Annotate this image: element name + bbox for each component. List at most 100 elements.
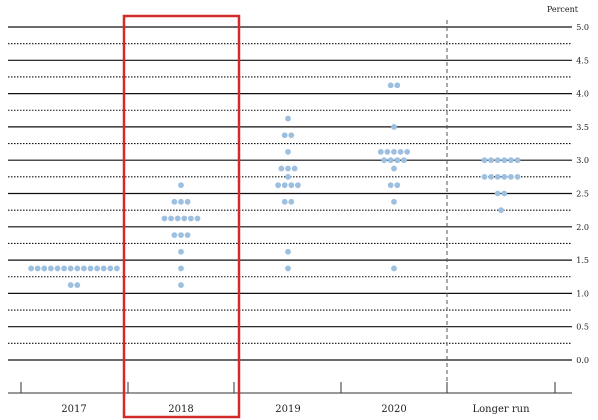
dot-point: [161, 215, 168, 222]
y-axis-tick-labels: 0.0 0.5 1.0 1.5 2.0 2.5 3.0 3.5 4.0 4.5 5.0: [576, 23, 589, 365]
x-tick-label: 2018: [168, 404, 193, 415]
dot-point: [87, 265, 94, 272]
dot-point: [194, 215, 201, 222]
dot-point: [54, 265, 61, 272]
dot-point: [67, 265, 74, 272]
y-tick-label: 1.0: [576, 289, 589, 298]
dot-point: [288, 182, 295, 189]
dot-point: [508, 157, 514, 164]
dot-point: [81, 265, 87, 272]
dot-point: [397, 148, 404, 155]
dot-point: [387, 182, 394, 189]
dot-point: [178, 198, 184, 205]
dot-point: [285, 115, 291, 122]
dot-point: [391, 198, 397, 205]
dot-point: [501, 190, 508, 197]
dot-point: [184, 232, 191, 239]
dot-point: [391, 165, 397, 172]
dot-point: [107, 265, 114, 272]
dot-point: [100, 265, 107, 272]
dot-point: [514, 157, 521, 164]
y-tick-label: 2.5: [576, 190, 589, 199]
dot-point: [481, 173, 488, 180]
dot-point: [285, 165, 291, 172]
dot-point: [501, 157, 508, 164]
dot-point: [501, 173, 508, 180]
dot-point: [494, 173, 501, 180]
dot-point: [494, 157, 501, 164]
x-tick-label: 2017: [61, 404, 86, 415]
dot-point: [281, 132, 288, 139]
dot-point: [391, 124, 397, 130]
dot-point: [498, 207, 504, 214]
dot-point: [188, 215, 194, 222]
dot-point: [94, 265, 100, 272]
dot-point: [178, 248, 184, 255]
dot-point: [288, 132, 295, 139]
x-tick-label: 2020: [381, 404, 406, 415]
dot-point: [281, 198, 288, 205]
dot-point: [41, 265, 48, 272]
dot-point: [488, 173, 494, 180]
dot-point: [285, 148, 291, 155]
dot-point: [74, 265, 81, 272]
dot-point: [488, 157, 494, 164]
dot-point: [285, 265, 291, 272]
dot-point: [67, 282, 74, 288]
dot-point: [394, 157, 401, 164]
highlight-box-2018: [122, 14, 241, 419]
dot-series: [28, 82, 521, 288]
y-tick-label: 0.0: [576, 356, 589, 365]
y-tick-label: 3.5: [576, 123, 589, 132]
dot-point: [171, 198, 178, 205]
dot-point: [174, 215, 181, 222]
x-tick-label: Longer run: [472, 404, 530, 415]
dot-point: [178, 232, 184, 239]
dot-point: [508, 173, 514, 180]
x-axis-tick-labels: 2017 2018 2019 2020 Longer run: [61, 404, 530, 415]
dot-point: [291, 165, 298, 172]
y-tick-label: 4.5: [576, 56, 589, 65]
dot-point: [391, 148, 397, 155]
dot-point: [394, 82, 401, 89]
y-tick-label: 4.0: [576, 90, 589, 99]
dot-point: [61, 265, 67, 272]
grid-lines: [8, 26, 572, 361]
dot-point: [74, 282, 81, 288]
dot-point: [384, 148, 391, 155]
dot-point: [184, 198, 191, 205]
dot-point: [278, 165, 285, 172]
dot-point: [481, 157, 488, 164]
dot-point: [391, 265, 397, 272]
x-axis: [8, 382, 572, 394]
y-tick-label: 2.0: [576, 223, 589, 232]
y-axis-unit-label: Percent: [547, 5, 579, 14]
dot-point: [387, 157, 394, 164]
y-tick-label: 0.5: [576, 323, 589, 332]
dot-point: [281, 182, 288, 189]
x-tick-label: 2019: [275, 404, 300, 415]
dot-point: [514, 173, 521, 180]
dot-point: [114, 265, 120, 272]
dot-point: [494, 190, 501, 197]
dot-point: [178, 282, 184, 288]
dot-point: [168, 215, 175, 222]
dot-point: [34, 265, 41, 272]
dot-point: [178, 265, 184, 272]
dot-point: [394, 182, 401, 189]
dot-point: [387, 82, 394, 89]
dot-point: [288, 198, 295, 205]
dot-point: [285, 173, 291, 180]
dot-point: [171, 232, 178, 239]
dot-point: [181, 215, 188, 222]
dot-point: [178, 182, 184, 189]
y-tick-label: 3.0: [576, 156, 589, 165]
dot-point: [295, 182, 301, 189]
dot-point: [404, 148, 411, 155]
y-tick-label: 1.5: [576, 256, 589, 265]
y-tick-label: 5.0: [576, 23, 589, 32]
dot-point: [28, 265, 34, 272]
dot-point: [381, 157, 387, 164]
dot-point: [377, 148, 384, 155]
